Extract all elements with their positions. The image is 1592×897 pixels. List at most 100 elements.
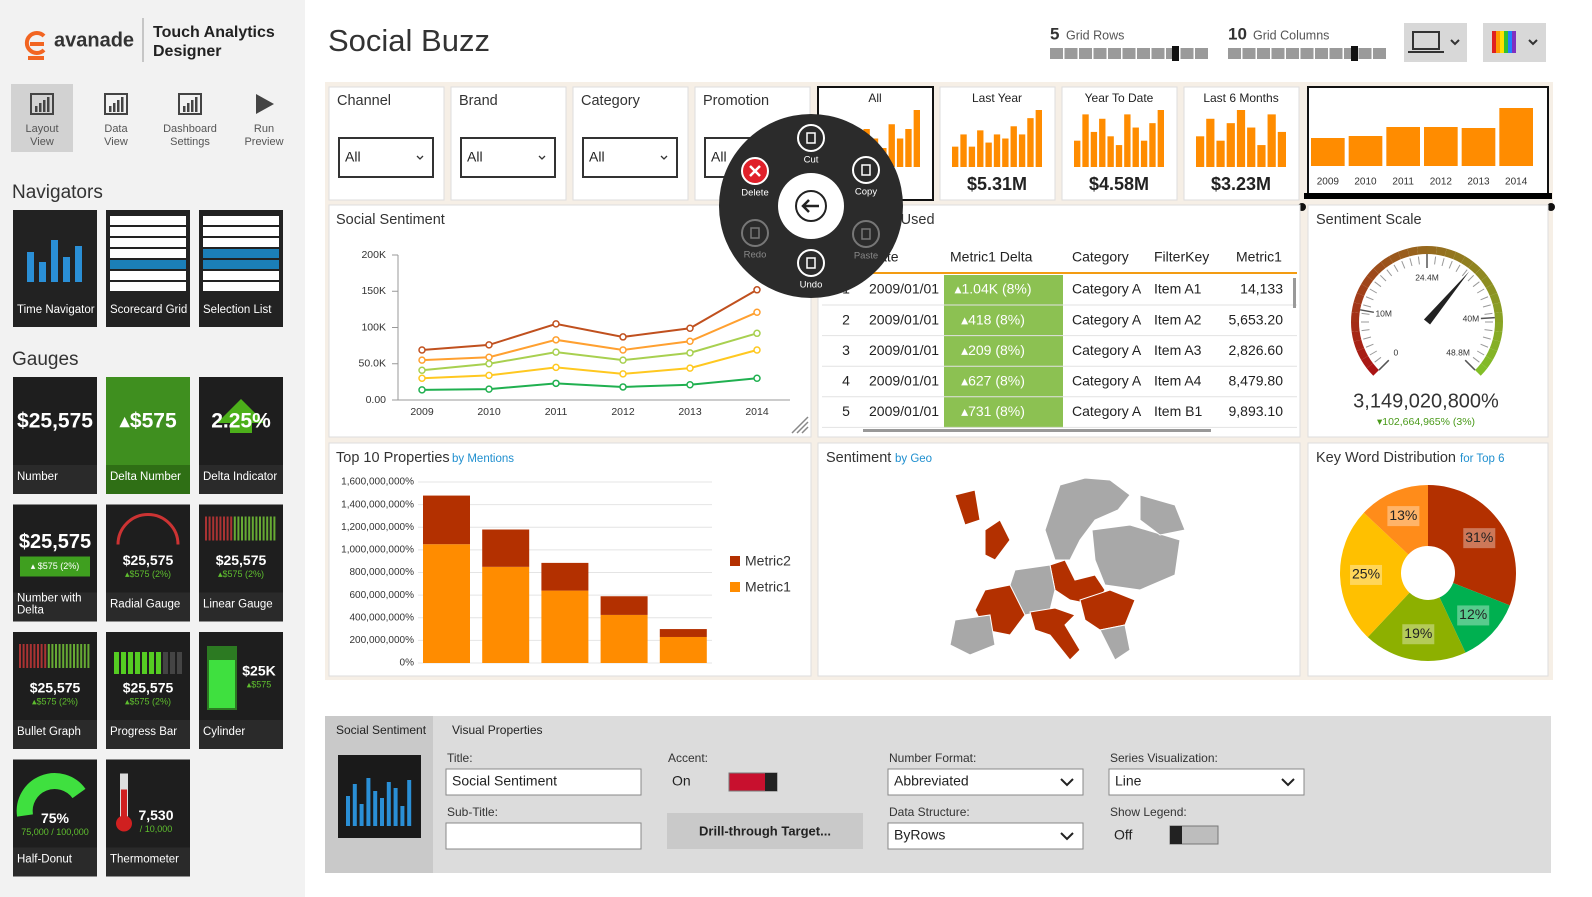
tile-footer	[13, 847, 97, 877]
back-button[interactable]	[795, 190, 827, 222]
button-icon	[187, 103, 190, 112]
filter-value: All	[345, 149, 361, 165]
button-label: View	[104, 136, 128, 148]
minor-tick	[1480, 296, 1489, 301]
tab-label: Social Sentiment	[336, 723, 427, 737]
gauge-arc	[1475, 268, 1488, 281]
bar-segment	[423, 495, 470, 545]
mini-progress	[156, 652, 161, 674]
tile-label: Linear Gauge	[203, 599, 273, 611]
map-region	[984, 519, 1011, 561]
minor-tick	[1461, 269, 1468, 277]
y-tick-label: 100K	[361, 321, 386, 333]
filter-select[interactable]	[338, 137, 434, 178]
slider-track	[1093, 48, 1107, 59]
theme-icon	[1504, 31, 1508, 53]
point	[552, 336, 560, 344]
point	[619, 370, 627, 378]
filter-label: Promotion	[703, 93, 769, 109]
time-tile-label: Last Year	[972, 91, 1022, 105]
delta-column	[944, 275, 1063, 428]
button-label: View	[30, 136, 54, 148]
point	[485, 360, 493, 368]
toggle-knob	[765, 773, 777, 791]
tile-footer	[13, 592, 97, 622]
gauge-arc	[1460, 256, 1474, 269]
tile-footer	[199, 720, 283, 749]
slider-thumb[interactable]	[1351, 46, 1358, 61]
tile-label: Bullet Graph	[17, 726, 81, 738]
thumbnail-bar	[400, 806, 405, 826]
slice-label: 31%	[1465, 529, 1493, 545]
slider-track	[1228, 48, 1241, 59]
mini-progress	[114, 652, 119, 674]
y-tick-label: 200K	[361, 249, 386, 261]
menu-icon	[861, 228, 871, 240]
tile-label: Number	[17, 471, 58, 483]
y-tick-label: 400,000,000%	[349, 612, 414, 623]
slider-thumb[interactable]	[1172, 46, 1179, 61]
text-input[interactable]	[445, 822, 642, 850]
dropdown[interactable]	[1108, 768, 1305, 796]
thumbnail-row	[203, 282, 279, 291]
field-label: Data Structure:	[889, 805, 970, 819]
mini-scale	[62, 644, 65, 668]
gauge-tick-label: 10M	[1375, 308, 1392, 318]
mini-scale	[212, 516, 215, 541]
table-cell: Item A3	[1154, 342, 1202, 358]
column-header: Metric1 Delta	[950, 249, 1033, 265]
mini-bar	[1277, 131, 1286, 167]
gauge-arc	[1361, 275, 1374, 289]
point	[485, 371, 493, 380]
mini-bar	[1236, 110, 1246, 167]
dropdown[interactable]	[887, 822, 1084, 850]
menu-item[interactable]	[797, 249, 825, 277]
x-tick-label: 2013	[678, 406, 702, 418]
menu-icon	[806, 132, 816, 144]
map-region	[954, 489, 981, 526]
menu-item[interactable]	[797, 124, 825, 152]
x-tick-label: 2014	[1505, 177, 1528, 188]
tile-label: Number with	[17, 593, 82, 605]
mini-bar	[1018, 134, 1026, 167]
text-input[interactable]	[445, 768, 642, 796]
bar	[1461, 128, 1496, 166]
mini-progress	[142, 652, 147, 674]
mini-scale	[269, 516, 272, 541]
tile-sub: ▴ $575 (2%)	[31, 561, 80, 571]
thumbnail-row	[203, 227, 279, 236]
filter-select[interactable]	[582, 137, 678, 178]
delta-badge	[20, 556, 90, 577]
dropdown[interactable]	[887, 768, 1084, 796]
half-donut	[16, 773, 86, 817]
filter-select[interactable]	[460, 137, 556, 178]
back-arrow	[801, 199, 819, 213]
section-heading: Navigators	[12, 182, 103, 203]
gauge-arc	[1494, 321, 1503, 332]
logo-text: avanade	[54, 29, 134, 51]
x-tick-label: 2011	[545, 406, 568, 418]
minor-tick	[1401, 260, 1406, 269]
drill-button[interactable]	[667, 813, 863, 849]
device-icon	[1412, 31, 1440, 50]
mini-bar	[1002, 138, 1009, 167]
mini-progress	[128, 652, 133, 674]
thermometer-bulb	[116, 815, 132, 832]
legend-swatch	[730, 582, 740, 592]
bar-segment	[423, 544, 470, 663]
gauge-arc	[1351, 302, 1362, 314]
minor-tick	[1417, 256, 1420, 265]
column-header: FilterKey	[1154, 249, 1209, 265]
resize-handle[interactable]	[1547, 203, 1555, 211]
slider-track	[1257, 48, 1270, 59]
mini-bar	[1074, 140, 1081, 167]
dropdown-arrow	[1450, 39, 1460, 46]
gauge-arc	[1417, 246, 1428, 255]
gauge-arc	[1435, 246, 1447, 257]
point	[619, 333, 627, 341]
menu-item[interactable]	[852, 156, 880, 184]
gauge-arc	[1426, 246, 1437, 255]
y-tick-label: 1,400,000,000%	[341, 499, 414, 510]
mini-scale	[248, 516, 251, 541]
y-tick-label: 150K	[361, 285, 386, 297]
